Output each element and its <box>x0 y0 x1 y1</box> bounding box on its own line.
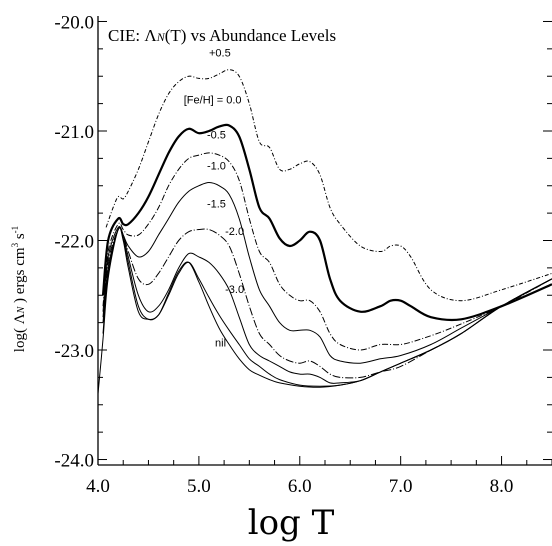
series-label: -2.0 <box>225 226 244 238</box>
ylabel-sup2: -1 <box>10 226 20 234</box>
x-tick-label: 5.0 <box>187 476 211 497</box>
series-label: -0.5 <box>207 130 226 142</box>
title-suffix: (T) vs Abundance Levels <box>165 26 336 45</box>
y-tick-label: -23.0 <box>54 341 94 362</box>
series-line <box>102 182 552 364</box>
y-tick-label: -22.0 <box>54 232 94 253</box>
series-label: +0.5 <box>209 48 231 60</box>
ylabel-symbol-sub: N <box>16 305 27 314</box>
series-line <box>102 226 552 384</box>
series-line <box>105 69 552 302</box>
series-label: nil <box>215 338 226 350</box>
axes <box>97 16 552 466</box>
series-label: -1.5 <box>207 199 226 211</box>
ylabel-symbol: Λ <box>12 313 28 324</box>
x-tick-label: 7.0 <box>389 476 413 497</box>
ylabel-mid: s <box>12 233 28 243</box>
curves <box>97 69 552 394</box>
y-tick-label: -20.0 <box>54 12 94 33</box>
curve-labels: +0.5 [Fe/H] = 0.0 -0.5 -1.0 -1.5 -2.0 -3.0 nil <box>184 48 244 350</box>
x-tick-label: 4.0 <box>86 476 110 497</box>
ylabel-suffix: ) ergs cm <box>12 247 28 307</box>
y-tick-label: -24.0 <box>54 451 94 472</box>
series-line <box>102 152 552 351</box>
x-tick-label: 8.0 <box>490 476 514 497</box>
title-symbol: Λ <box>144 26 157 45</box>
series-line <box>101 123 552 322</box>
y-tick-label: -21.0 <box>54 122 94 143</box>
title-prefix: CIE: <box>108 26 144 45</box>
series-line <box>102 227 552 379</box>
series-line <box>97 227 552 394</box>
series-label: [Fe/H] = 0.0 <box>184 95 242 107</box>
series-label: -3.0 <box>225 284 244 296</box>
series-line <box>102 227 552 387</box>
tick-labels: -20.0 -21.0 -22.0 -23.0 -24.0 4.0 5.0 6.0 7.0 8.0 <box>54 12 513 497</box>
title-symbol-sub: N <box>156 30 166 44</box>
y-axis-label: log( ΛN ) ergs cm3 s-1 <box>10 226 28 352</box>
chart-title: CIE: ΛN(T) vs Abundance Levels <box>108 26 336 45</box>
ylabel-sup1: 3 <box>10 242 20 247</box>
ylabel-prefix: log( <box>12 324 28 352</box>
x-axis-label: log T <box>248 503 335 543</box>
x-tick-label: 6.0 <box>288 476 312 497</box>
series-label: -1.0 <box>207 160 226 172</box>
